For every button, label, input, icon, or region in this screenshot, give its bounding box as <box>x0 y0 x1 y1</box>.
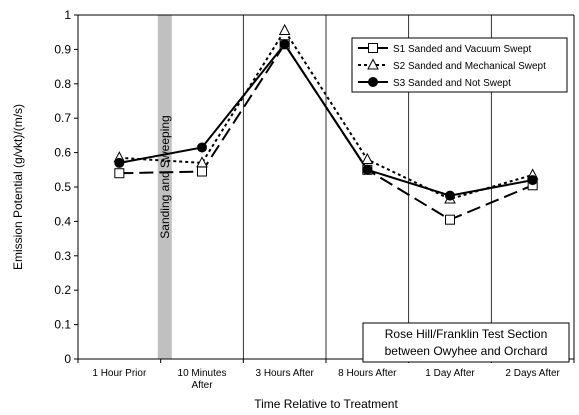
y-axis-title: Emission Potential (g/vkt)/(m/s) <box>11 104 25 270</box>
legend-marker-s3 <box>368 77 378 87</box>
section-note-line1: Rose Hill/Franklin Test Section <box>385 327 548 341</box>
y-tick-label: 0.5 <box>54 180 71 194</box>
y-tick-label: 0.7 <box>54 111 71 125</box>
y-tick-label: 0.3 <box>54 249 71 263</box>
data-point-s1 <box>197 166 207 177</box>
data-point-s3 <box>362 164 373 175</box>
section-note-box <box>362 322 570 363</box>
y-tick-label: 0.2 <box>54 283 71 297</box>
y-tick-label: 0.8 <box>54 77 71 91</box>
section-note-line2: between Owyhee and Orchard <box>385 344 548 358</box>
legend-label-s3: S3 Sanded and Not Swept <box>393 78 511 89</box>
x-axis-title: Time Relative to Treatment <box>254 397 398 411</box>
y-tick-label: 0.6 <box>54 146 71 160</box>
y-tick-label: 0 <box>64 352 71 366</box>
data-point-s1 <box>114 168 125 179</box>
data-point-s3 <box>445 190 455 201</box>
x-tick-label: 2 Days After <box>505 368 560 379</box>
legend-marker-s1 <box>368 43 378 53</box>
y-tick-label: 0.4 <box>54 214 71 228</box>
data-point-s3 <box>197 142 207 153</box>
y-axis-ticks: 0 0.1 0.2 0.3 0.4 0.5 0.6 0.7 0.8 0.9 1 <box>54 8 78 366</box>
data-point-s3 <box>114 157 125 168</box>
section-note: Rose Hill/Franklin Test Section between … <box>362 322 570 363</box>
series-line-s2 <box>119 28 533 201</box>
data-point-s3 <box>527 175 538 186</box>
data-point-s3 <box>279 39 290 50</box>
data-point-s1 <box>445 214 455 225</box>
series-line-s3 <box>119 42 533 197</box>
data-point-s2 <box>196 156 208 168</box>
x-tick-label: 8 Hours After <box>338 368 397 379</box>
treatment-band-label: Sanding and Sweeping <box>158 115 172 238</box>
x-tick-label: 1 Hour Prior <box>92 368 147 379</box>
legend-marker-s2 <box>367 58 379 70</box>
y-tick-label: 0.9 <box>54 42 71 56</box>
series-group <box>113 23 539 225</box>
data-point-s2 <box>278 23 291 35</box>
x-tick-label: 3 Hours After <box>255 368 314 379</box>
x-tick-label: 1 Day After <box>425 368 475 379</box>
legend-label-s2: S2 Sanded and Mechanical Swept <box>393 61 546 72</box>
y-tick-label: 1 <box>64 8 71 22</box>
legend-label-s1: S1 Sanded and Vacuum Swept <box>393 44 531 55</box>
treatment-band <box>157 15 172 359</box>
x-tick-label: 10 Minutes <box>178 368 227 379</box>
legend: S1 Sanded and Vacuum Swept S2 Sanded and … <box>351 37 568 93</box>
x-tick-label-line2: After <box>191 380 213 391</box>
data-point-s2 <box>361 152 374 164</box>
y-tick-label: 0.1 <box>54 318 71 332</box>
